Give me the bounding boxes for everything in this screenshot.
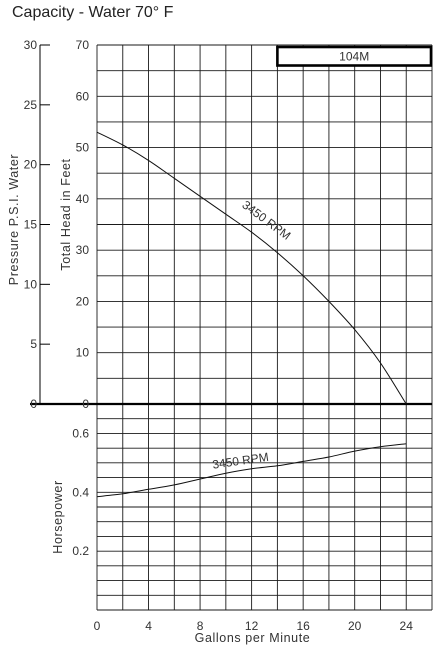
model-label-box [276, 45, 433, 67]
y-tick-label-head: 10 [76, 346, 90, 360]
y-tick-label-psi: 10 [24, 277, 38, 291]
y-tick-label-head: 0 [82, 397, 89, 411]
y-tick-label-hp: 0.2 [72, 544, 89, 558]
x-tick-label: 24 [400, 619, 414, 633]
y-tick-label-psi: 15 [24, 218, 38, 232]
x-tick-label: 8 [197, 619, 204, 633]
y-tick-label-head: 70 [76, 38, 90, 52]
x-tick-label: 0 [94, 619, 101, 633]
y-axis-title-psi: Pressure P.S.I. Water [7, 154, 21, 285]
horsepower-curve-label: 3450 RPM [211, 450, 269, 472]
y-tick-label-head: 60 [76, 89, 90, 103]
y-tick-label-psi: 30 [24, 38, 38, 52]
y-tick-label-psi: 20 [24, 158, 38, 172]
y-tick-label-head: 20 [76, 294, 90, 308]
y-tick-label-psi: 0 [30, 397, 37, 411]
head-curve-label: 3450 RPM [240, 198, 294, 243]
model-label: 104M [339, 50, 369, 64]
chart-title: Capacity - Water 70° F [12, 4, 174, 21]
x-axis-title: Gallons per Minute [195, 631, 311, 645]
y-tick-label-hp: 0.4 [72, 485, 89, 499]
y-axis-title-hp: Horsepower [51, 480, 65, 553]
head-curve-3450-rpm [96, 131, 407, 405]
x-tick-label: 12 [245, 619, 259, 633]
y-tick-label-psi: 5 [30, 337, 37, 351]
y-tick-label-head: 30 [76, 243, 90, 257]
x-tick-label: 4 [145, 619, 152, 633]
horsepower-curve-3450-rpm [96, 443, 407, 498]
y-tick-label-hp: 0.6 [72, 426, 89, 440]
y-tick-label-head: 50 [76, 141, 90, 155]
x-tick-label: 16 [296, 619, 310, 633]
x-tick-label: 20 [348, 619, 362, 633]
y-tick-label-head: 40 [76, 192, 90, 206]
y-tick-label-psi: 25 [24, 98, 38, 112]
y-axis-title-head: Total Head in Feet [59, 158, 73, 270]
